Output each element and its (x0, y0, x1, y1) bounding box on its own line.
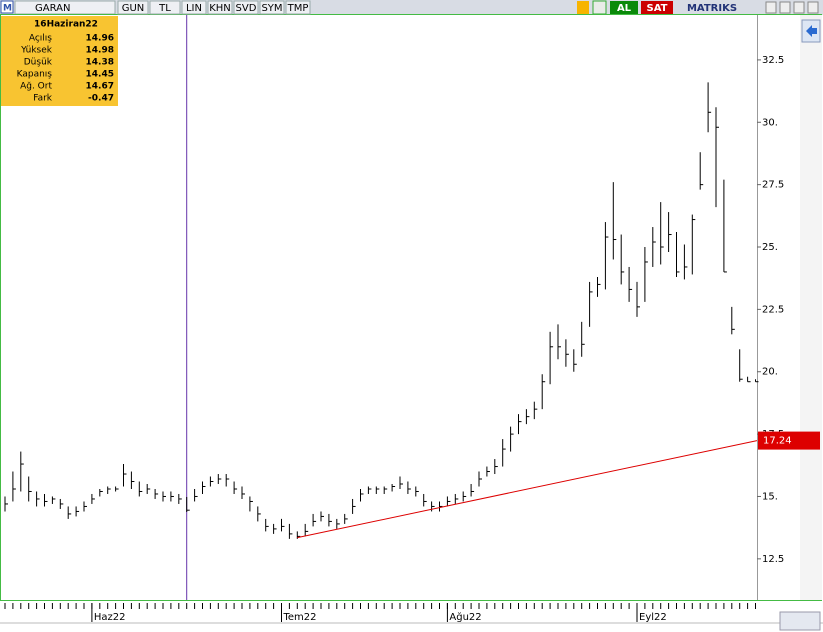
y-tick-label: 15. (762, 491, 778, 502)
sell-button[interactable] (641, 1, 673, 14)
max-button[interactable] (793, 1, 805, 14)
x-tick-label: Tem22 (283, 612, 317, 623)
info-value: 14.67 (86, 82, 114, 92)
symbol: GARAN (35, 3, 70, 14)
info-value: 14.98 (86, 46, 114, 56)
buy-button[interactable] (610, 1, 638, 14)
nav-buttons[interactable] (779, 611, 821, 631)
info-label: Fark (33, 94, 53, 104)
toolbar-button-label: LIN (186, 3, 202, 14)
sell-label: SAT (647, 3, 668, 14)
pin-button[interactable] (779, 1, 791, 14)
min-button[interactable] (765, 1, 777, 14)
refresh-button[interactable] (592, 0, 607, 15)
info-date: 16Haziran22 (34, 20, 98, 30)
y-tick-label: 32.5 (762, 55, 784, 66)
logo-letter: M (3, 4, 12, 14)
x-axis-area (0, 601, 823, 632)
toolbar-button-label: SVD (236, 3, 257, 14)
side-panel (800, 15, 822, 600)
logo-icon (0, 0, 14, 14)
toolbar-button-label: TL (158, 3, 171, 14)
x-tick-label: Ağu22 (449, 611, 481, 623)
x-tick-label: Haz22 (94, 612, 126, 623)
buy-label: AL (617, 3, 632, 14)
toolbar-button-label: SYM (261, 3, 282, 14)
toolbar-button-label: GUN (122, 3, 145, 14)
info-box (1, 16, 118, 106)
y-tick-label: 25. (762, 242, 778, 253)
trend-line (297, 440, 758, 539)
brand: MATRIKS (687, 3, 737, 14)
trend-value: 17.24 (763, 436, 792, 447)
toolbar-button-label: KHN (209, 3, 231, 14)
info-value: 14.38 (86, 58, 114, 68)
toolbar-button[interactable] (233, 0, 259, 15)
y-tick-label: 27.5 (762, 180, 784, 191)
x-tick-label: Eyl22 (639, 612, 667, 623)
info-value: 14.96 (86, 34, 114, 44)
trend-value-box (758, 431, 820, 450)
y-tick-label: 20. (762, 367, 778, 378)
y-tick-label: 22.5 (762, 304, 784, 315)
info-label: Açılış (29, 34, 52, 44)
info-label: Yüksek (20, 46, 53, 56)
info-label: Kapanış (17, 70, 53, 80)
toolbar-button[interactable] (117, 0, 149, 15)
info-value: -0.47 (88, 94, 114, 104)
toolbar-button-label: TMP (287, 3, 309, 14)
toolbar-button[interactable] (181, 0, 207, 15)
close-button[interactable] (807, 1, 819, 14)
arrow-icon (806, 25, 817, 37)
info-label: Düşük (24, 58, 53, 68)
toolbar-button[interactable] (207, 0, 233, 15)
toolbar-button[interactable] (259, 0, 285, 15)
alert-button[interactable] (577, 1, 589, 14)
toolbar-button[interactable] (285, 0, 311, 15)
info-label: Ağ. Ort (20, 82, 52, 92)
y-tick-label: 12.5 (762, 554, 784, 565)
info-value: 14.45 (86, 70, 114, 80)
y-tick-label: 30. (762, 117, 778, 128)
toolbar-button[interactable] (149, 0, 181, 15)
